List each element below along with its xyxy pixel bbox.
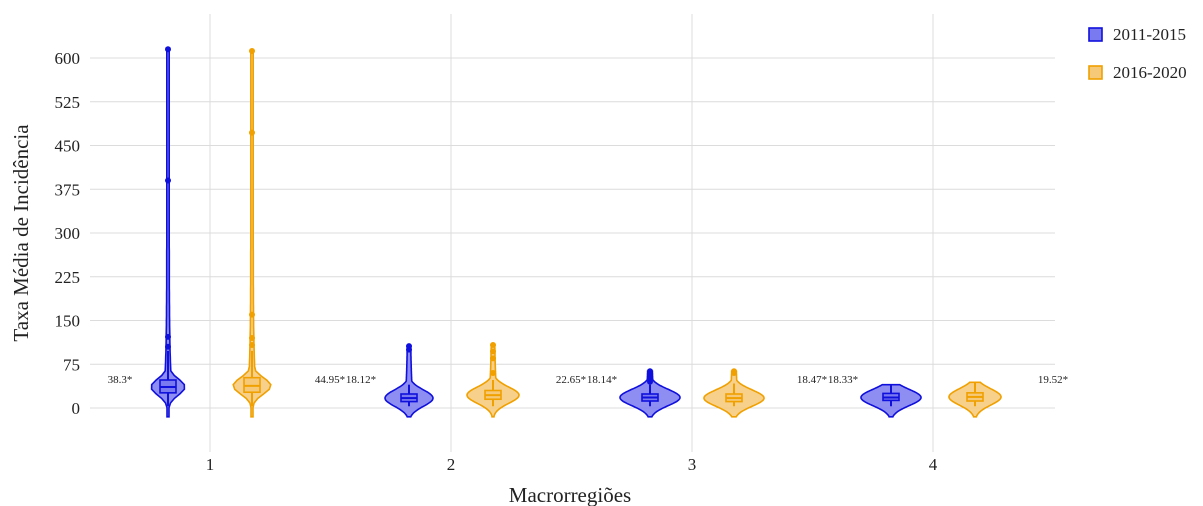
legend-label: 2011-2015: [1113, 25, 1186, 44]
x-axis-ticks: 1 2 3 4: [206, 455, 938, 474]
mean-annotation: 44.95*: [315, 374, 345, 386]
outlier-point: [165, 333, 171, 340]
mean-annotation: 19.52*: [1038, 374, 1068, 386]
mean-annotation: 22.65*: [556, 374, 586, 386]
annotations: 38.3* 18.12* 18.14* 18.33* 44.95* 22.65* 18.47…: [108, 374, 1069, 386]
outlier-point: [647, 368, 653, 375]
outlier-point: [490, 342, 496, 348]
violin-group: [232, 48, 272, 418]
legend: 2011-2015 2016-2020: [1088, 25, 1187, 82]
legend-label: 2016-2020: [1113, 63, 1187, 82]
violin-group: [703, 368, 765, 418]
violin-group: [860, 383, 922, 418]
outlier-point: [490, 370, 496, 376]
violin-plots: [150, 46, 1002, 418]
y-tick-label: 450: [55, 137, 81, 156]
violin-group: [948, 381, 1002, 418]
outlier-point: [490, 348, 496, 355]
y-tick-label: 150: [55, 312, 81, 331]
outlier-point: [165, 177, 171, 184]
outlier-point: [249, 342, 255, 348]
x-tick-label: 4: [929, 455, 938, 474]
violin-group: [466, 342, 520, 418]
outlier-point: [165, 46, 171, 53]
y-axis-title: Taxa Média de Incidência: [9, 124, 33, 342]
y-tick-label: 375: [55, 180, 81, 199]
legend-swatch: [1088, 27, 1103, 42]
y-tick-label: 75: [63, 355, 80, 374]
outlier-point: [249, 129, 255, 136]
outlier-point: [249, 335, 255, 341]
legend-swatch: [1088, 65, 1103, 80]
x-axis-title: Macrorregiões: [509, 483, 631, 506]
outlier-point: [490, 355, 496, 362]
outlier-point: [165, 343, 171, 350]
y-tick-label: 225: [55, 268, 81, 287]
y-axis-ticks: 0 75 150 225 300 375 450 525 600: [55, 49, 81, 418]
outlier-point: [249, 48, 255, 54]
mean-annotation: 18.12*: [346, 374, 376, 386]
outlier-point: [731, 368, 737, 375]
outlier-point: [406, 343, 412, 350]
mean-annotation: 38.3*: [108, 374, 133, 386]
y-tick-label: 525: [55, 93, 81, 112]
violin-group: [150, 46, 186, 418]
x-tick-label: 3: [688, 455, 697, 474]
outlier-point: [249, 311, 255, 318]
y-tick-label: 0: [72, 399, 81, 418]
mean-annotation: 18.47*: [797, 374, 827, 386]
violin-group: [619, 368, 681, 418]
x-tick-label: 1: [206, 455, 215, 474]
violin-group: [384, 343, 434, 418]
y-tick-label: 300: [55, 224, 81, 243]
mean-annotation: 18.14*: [587, 374, 617, 386]
x-tick-label: 2: [447, 455, 456, 474]
y-tick-label: 600: [55, 49, 81, 68]
mean-annotation: 18.33*: [828, 374, 858, 386]
